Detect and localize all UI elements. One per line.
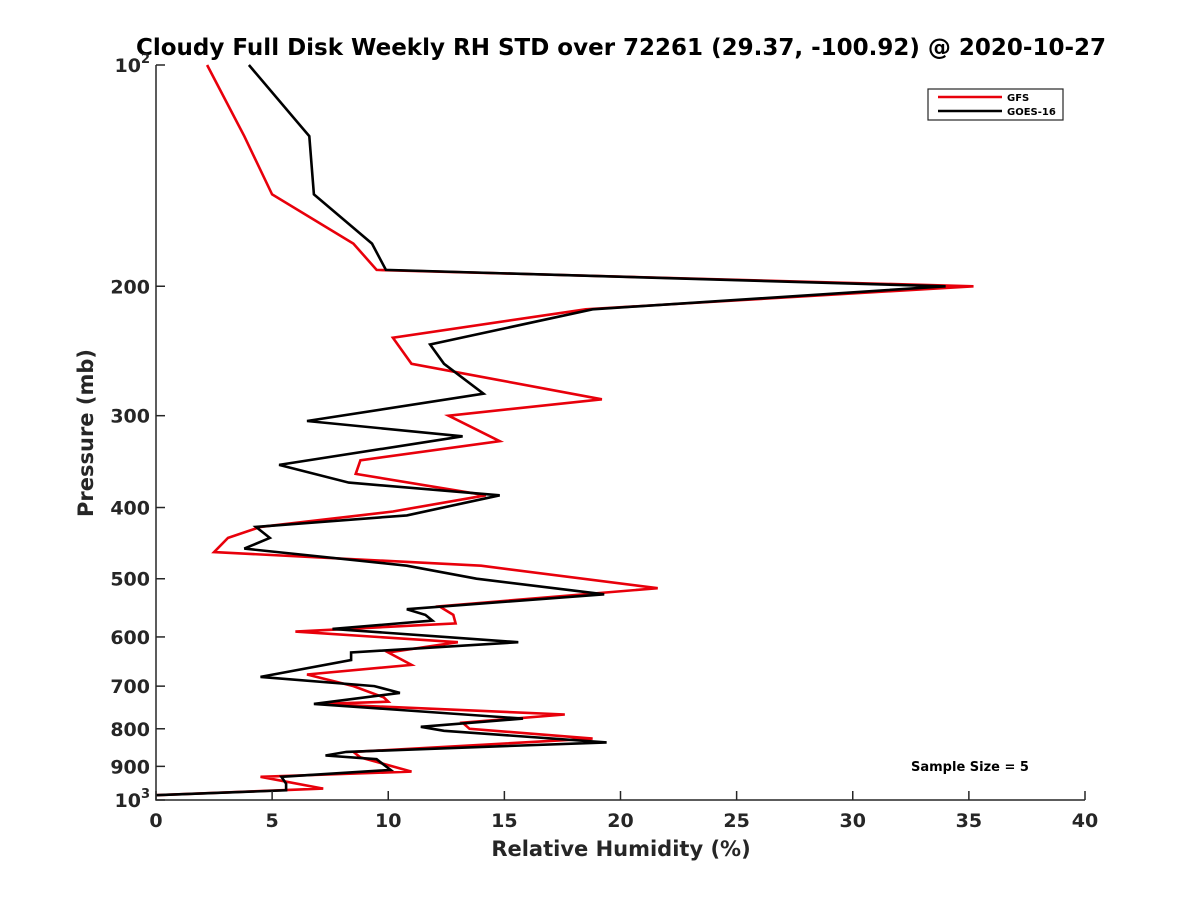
- chart-title: Cloudy Full Disk Weekly RH STD over 7226…: [136, 35, 1106, 61]
- y-tick-label: 400: [110, 498, 150, 520]
- x-tick-label: 35: [956, 810, 982, 832]
- series-line-gfs: [155, 64, 974, 797]
- y-axis-label: Pressure (mb): [74, 349, 98, 517]
- x-tick-label: 0: [149, 810, 162, 832]
- x-tick-label: 30: [840, 810, 866, 832]
- x-tick-label: 15: [491, 810, 517, 832]
- x-tick-label: 20: [607, 810, 633, 832]
- x-tick-label: 25: [723, 810, 749, 832]
- series-line-goes16: [155, 64, 946, 797]
- x-axis-ticks: 0 5 10 15 20 25 30 35 40: [149, 791, 1098, 832]
- y-tick-label: 800: [110, 719, 150, 741]
- axes-frame: [155, 65, 1085, 801]
- x-tick-label: 40: [1072, 810, 1098, 832]
- y-tick-label: 300: [110, 406, 150, 428]
- y-tick-label: 500: [110, 569, 150, 591]
- x-axis-label: Relative Humidity (%): [491, 837, 750, 861]
- legend-label-gfs: GFS: [1007, 93, 1029, 104]
- y-axis-ticks: 102 200 300 400 500 600 700 800 900 103: [110, 52, 165, 812]
- x-tick-label: 10: [375, 810, 401, 832]
- series-layer: [155, 64, 974, 797]
- y-tick-label: 700: [110, 676, 150, 698]
- plot-area: 0 5 10 15 20 25 30 35 40 102 200 300 400 500 600 700 80…: [110, 52, 1098, 832]
- legend-label-goes16: GOES-16: [1007, 107, 1056, 118]
- x-tick-label: 5: [266, 810, 279, 832]
- y-tick-label: 900: [110, 756, 150, 778]
- y-tick-label: 103: [115, 787, 151, 812]
- legend-box: [927, 88, 1064, 121]
- legend: GFS GOES-16: [927, 88, 1064, 121]
- sample-size-annotation: Sample Size = 5: [911, 760, 1029, 775]
- y-tick-label: 200: [110, 276, 150, 298]
- y-tick-label: 102: [115, 52, 151, 77]
- y-tick-label: 600: [110, 627, 150, 649]
